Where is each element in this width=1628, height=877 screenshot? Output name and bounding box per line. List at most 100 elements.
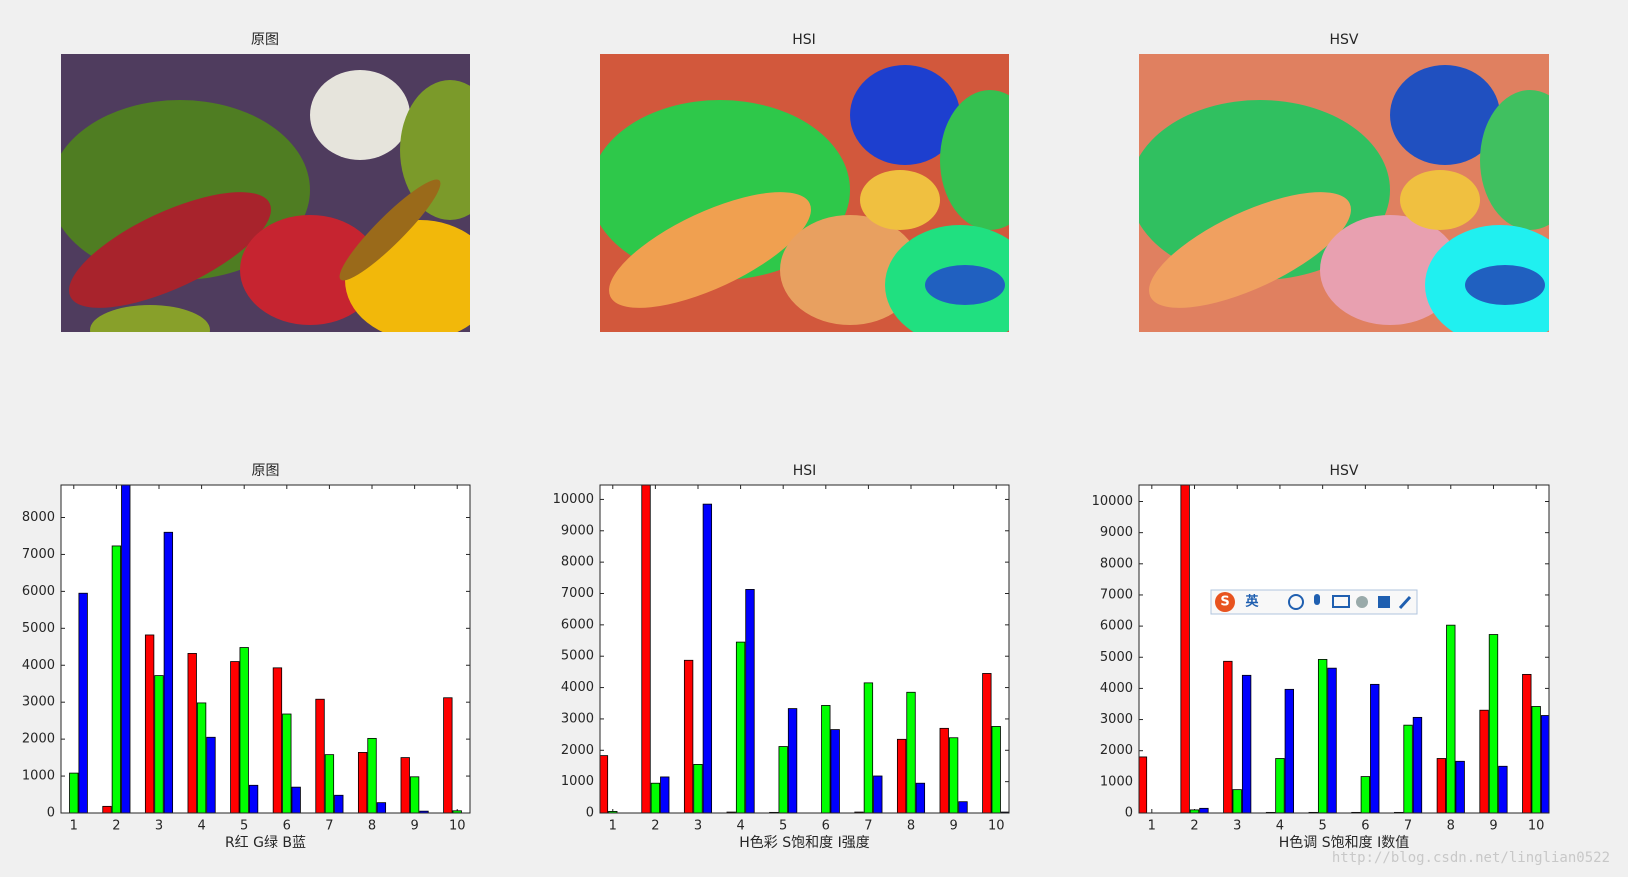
y-tick-label: 10000: [1092, 494, 1133, 509]
x-axis-label: H色彩 S饱和度 I强度: [739, 834, 869, 851]
bar: [735, 641, 746, 813]
x-tick-label: 2: [651, 819, 659, 834]
image-title: HSV: [1330, 32, 1359, 48]
bar: [1531, 706, 1541, 813]
bar: [1488, 634, 1499, 813]
bar: [163, 531, 174, 813]
bar: [1522, 673, 1532, 813]
x-tick-label: 8: [907, 819, 915, 834]
bar: [830, 729, 840, 813]
bar: [248, 784, 259, 813]
y-tick-label: 6000: [22, 584, 55, 599]
bar: [357, 752, 368, 813]
bar: [1199, 807, 1209, 813]
bar: [1284, 688, 1295, 813]
bar: [315, 698, 325, 813]
y-tick-label: 3000: [1100, 712, 1133, 727]
y-tick-label: 8000: [22, 510, 55, 525]
bar: [196, 702, 207, 813]
y-tick-label: 4000: [1100, 681, 1133, 696]
bar: [641, 485, 651, 813]
y-tick-label: 3000: [22, 695, 55, 710]
y-tick-label: 0: [586, 806, 594, 821]
bar: [282, 713, 292, 813]
bar: [863, 682, 874, 813]
bar: [650, 782, 661, 813]
y-tick-label: 0: [1125, 806, 1133, 821]
x-tick-label: 1: [70, 819, 78, 834]
x-tick-label: 8: [1447, 819, 1455, 834]
y-tick-label: 1000: [22, 769, 55, 784]
x-tick-label: 8: [368, 819, 376, 834]
bar: [1317, 659, 1328, 813]
bar: [187, 653, 197, 813]
bar: [1479, 709, 1489, 813]
x-tick-label: 5: [240, 819, 248, 834]
bar: [324, 754, 335, 813]
x-tick-label: 2: [112, 819, 120, 834]
y-tick-label: 9000: [561, 523, 594, 538]
x-axis-label: H色调 S饱和度 I数值: [1279, 834, 1409, 851]
x-tick-label: 10: [988, 819, 1005, 834]
x-tick-label: 6: [822, 819, 830, 834]
image-title: HSI: [792, 32, 816, 48]
bar: [334, 794, 344, 813]
y-tick-label: 5000: [1100, 650, 1133, 665]
bar: [291, 786, 301, 813]
y-tick-label: 7000: [561, 586, 594, 601]
y-tick-label: 6000: [561, 617, 594, 632]
x-tick-label: 10: [449, 819, 466, 834]
bar: [660, 776, 670, 813]
bar: [376, 802, 387, 813]
y-tick-label: 7000: [22, 547, 55, 562]
bar: [78, 592, 88, 813]
x-tick-label: 4: [736, 819, 744, 834]
bar: [400, 757, 410, 813]
y-tick-label: 6000: [1100, 619, 1133, 634]
bar: [991, 726, 1001, 813]
bar: [367, 737, 377, 813]
y-tick-label: 1000: [561, 774, 594, 789]
x-tick-label: 10: [1528, 819, 1545, 834]
x-tick-label: 2: [1190, 819, 1198, 834]
bar: [1241, 674, 1252, 813]
x-tick-label: 4: [197, 819, 205, 834]
bar: [102, 805, 112, 813]
bar: [1223, 660, 1233, 813]
x-tick-label: 6: [1361, 819, 1369, 834]
bar: [1455, 760, 1465, 813]
x-tick-label: 9: [1489, 819, 1497, 834]
chart: HSV H色调 S饱和度 I数值 0 1000 2000 3000 4000 5000 6000…: [1092, 463, 1550, 851]
bar: [702, 503, 713, 813]
bar: [1180, 485, 1190, 813]
bar: [1436, 758, 1447, 813]
bar: [778, 746, 788, 813]
x-tick-label: 9: [410, 819, 418, 834]
bar: [121, 485, 131, 813]
y-tick-label: 4000: [561, 680, 594, 695]
y-tick-label: 8000: [561, 555, 594, 570]
bar: [1412, 716, 1423, 813]
bar: [693, 763, 703, 813]
bars: [600, 485, 1009, 813]
original-image: [61, 54, 470, 332]
bar: [948, 737, 959, 813]
y-tick-label: 5000: [22, 621, 55, 636]
y-tick-label: 10000: [553, 492, 594, 507]
y-tick-label: 7000: [1100, 587, 1133, 602]
bar: [896, 738, 907, 813]
x-tick-label: 7: [1404, 819, 1412, 834]
y-tick-label: 5000: [561, 649, 594, 664]
bar: [683, 659, 694, 813]
bar: [873, 775, 883, 813]
bar: [144, 634, 155, 813]
hsv-image: [1139, 54, 1549, 332]
y-tick-label: 8000: [1100, 556, 1133, 571]
bar: [982, 673, 992, 813]
x-tick-label: 5: [779, 819, 787, 834]
x-tick-label: 3: [1233, 819, 1241, 834]
ime-toolbar[interactable]: S 英: [1210, 589, 1418, 615]
ime-mode[interactable]: 英: [1244, 594, 1259, 610]
bar: [1403, 724, 1413, 813]
